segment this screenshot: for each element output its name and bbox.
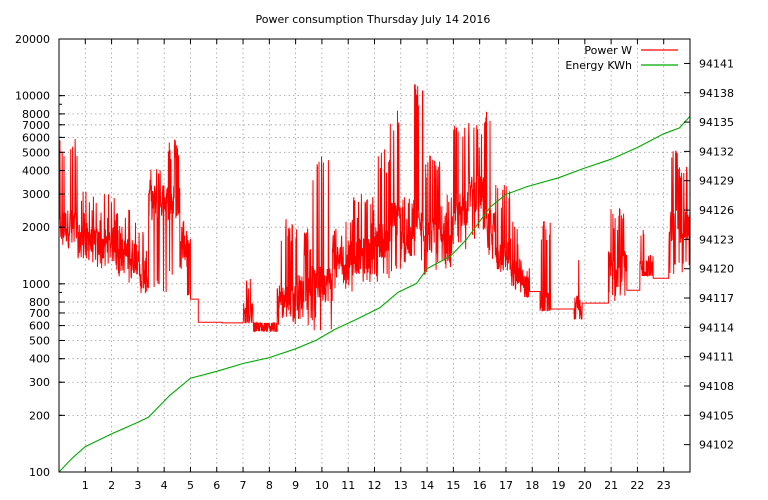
y-left-tick-label: 4000	[22, 165, 50, 178]
x-tick-label: 9	[292, 479, 299, 492]
y-left-tick-label: 5000	[22, 146, 50, 159]
plot-area	[59, 84, 690, 472]
y-right-tick-label: 94117	[699, 292, 734, 305]
x-tick-label: 3	[134, 479, 141, 492]
y-right-tick-label: 94114	[699, 321, 734, 334]
y-right-tick-label: 94135	[699, 116, 734, 129]
x-tick-label: 10	[315, 479, 329, 492]
y-right-tick-label: 94105	[699, 409, 734, 422]
x-tick-label: 14	[420, 479, 434, 492]
y-right-tick-label: 94141	[699, 57, 734, 70]
energy-series-line	[59, 115, 690, 472]
legend-label: Energy KWh	[565, 59, 632, 72]
y-left-tick-label: 8000	[22, 108, 50, 121]
x-tick-label: 15	[446, 479, 460, 492]
y-right-tick-label: 94111	[699, 351, 734, 364]
y-left-tick-label: 300	[29, 376, 50, 389]
legend: Power W Energy KWh	[565, 44, 678, 72]
x-tick-label: 6	[213, 479, 220, 492]
y-right-tick-label: 94108	[699, 380, 734, 393]
y-left-tick-label: 6000	[22, 131, 50, 144]
x-tick-label: 23	[657, 479, 671, 492]
x-tick-label: 8	[266, 479, 273, 492]
y-right-tick-label: 94102	[699, 439, 734, 452]
y-right-tick-label: 94132	[699, 145, 734, 158]
x-tick-label: 11	[341, 479, 355, 492]
axes: 1 2 3 4 5 6 7 8 9 10 11 12 13 14 15 16 17 18 19 20 21 22 23100…	[15, 33, 734, 492]
y-left-tick-label: 500	[29, 334, 50, 347]
y-right-tick-label: 94120	[699, 263, 734, 276]
y-left-tick-label: 400	[29, 353, 50, 366]
y-left-tick-label: 20000	[15, 33, 50, 46]
x-tick-label: 21	[604, 479, 618, 492]
y-right-tick-label: 94129	[699, 175, 734, 188]
plot-frame	[58, 38, 691, 473]
x-tick-label: 20	[578, 479, 592, 492]
x-tick-label: 13	[394, 479, 408, 492]
x-tick-label: 12	[368, 479, 382, 492]
y-left-tick-label: 1000	[22, 278, 50, 291]
y-right-tick-label: 94138	[699, 87, 734, 100]
x-tick-label: 1	[82, 479, 89, 492]
y-left-tick-label: 800	[29, 296, 50, 309]
y-left-tick-label: 3000	[22, 188, 50, 201]
x-tick-label: 4	[161, 479, 168, 492]
y-right-tick-label: 94126	[699, 204, 734, 217]
y-left-tick-label: 100	[29, 466, 50, 479]
y-left-tick-label: 2000	[22, 221, 50, 234]
power-series-line	[59, 84, 690, 333]
y-left-tick-label: 600	[29, 320, 50, 333]
x-tick-label: 16	[473, 479, 487, 492]
chart-title: Power consumption Thursday July 14 2016	[256, 13, 491, 26]
y-left-tick-label: 200	[29, 409, 50, 422]
x-tick-label: 7	[240, 479, 247, 492]
x-tick-label: 22	[630, 479, 644, 492]
x-tick-label: 19	[552, 479, 566, 492]
y-left-tick-label: 700	[29, 307, 50, 320]
x-tick-label: 2	[108, 479, 115, 492]
x-tick-label: 17	[499, 479, 513, 492]
y-right-tick-label: 94123	[699, 233, 734, 246]
y-left-tick-label: 7000	[22, 119, 50, 132]
x-tick-label: 5	[187, 479, 194, 492]
x-tick-label: 18	[525, 479, 539, 492]
legend-label: Power W	[584, 44, 632, 57]
y-left-tick-label: 10000	[15, 90, 50, 103]
